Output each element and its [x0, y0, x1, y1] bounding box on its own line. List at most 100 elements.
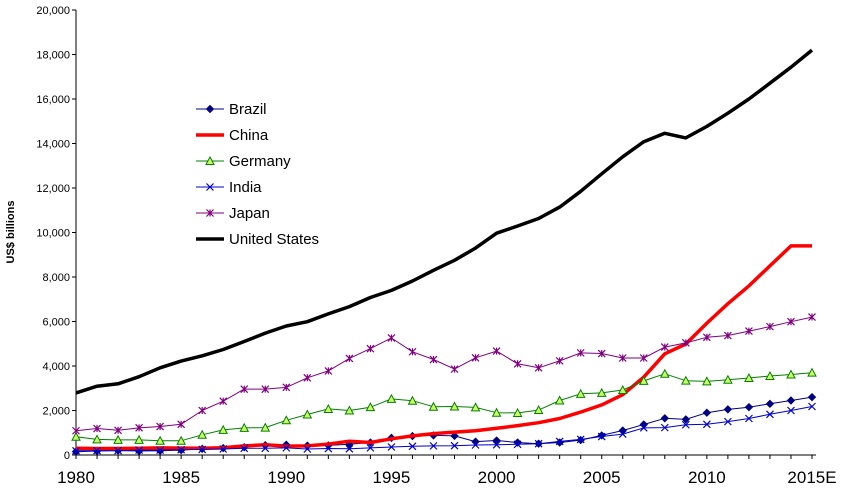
data-point-germany: [302, 409, 313, 419]
legend-entry-japan: Japan: [196, 205, 270, 222]
y-tick-label: 4,000: [42, 361, 70, 373]
series-layer: [71, 48, 817, 456]
data-point-brazil: [471, 437, 480, 446]
series-japan: [72, 313, 816, 435]
data-point-germany: [344, 405, 355, 415]
x-tick-label: 2005: [583, 468, 621, 487]
legend-entry-brazil: Brazil: [196, 101, 267, 118]
data-point-japan: [177, 420, 186, 429]
legend-label: Brazil: [229, 101, 267, 118]
data-point-brazil: [639, 420, 648, 429]
data-point-india: [261, 444, 270, 453]
data-point-india: [219, 445, 228, 453]
y-tick-label: 20,000: [36, 5, 70, 17]
data-point-germany: [786, 369, 796, 379]
data-point-germany: [407, 395, 418, 405]
data-point-japan: [93, 424, 101, 433]
data-point-india: [639, 423, 648, 432]
data-point-japan: [345, 354, 354, 363]
data-point-germany: [260, 422, 271, 432]
x-tick-label: 2010: [688, 468, 726, 487]
data-point-japan: [618, 354, 627, 362]
data-point-japan: [303, 373, 312, 382]
data-point-brazil: [807, 392, 817, 402]
data-point-germany: [702, 376, 712, 386]
data-point-japan: [766, 322, 774, 331]
data-point-japan: [576, 348, 585, 357]
data-point-germany: [71, 431, 81, 441]
data-point-germany: [155, 435, 165, 445]
data-point-india: [618, 430, 627, 439]
data-point-india: [72, 446, 80, 455]
data-point-brazil: [765, 399, 775, 409]
data-point-japan: [492, 347, 501, 356]
data-point-brazil: [744, 402, 754, 412]
data-point-india: [808, 402, 816, 411]
legend-label: Germany: [229, 153, 291, 170]
x-tick-label: 2015E: [787, 468, 836, 487]
data-point-japan: [787, 317, 795, 326]
data-point-germany: [113, 434, 123, 444]
data-point-india: [303, 445, 312, 453]
data-point-india: [597, 432, 606, 441]
data-point-japan: [219, 397, 228, 406]
data-point-brazil: [660, 414, 670, 423]
x-tick-label: 1980: [57, 468, 95, 487]
legend-entry-india: India: [196, 179, 262, 196]
series-line-germany: [75, 372, 813, 442]
series-china: [75, 244, 812, 451]
data-point-india: [324, 444, 333, 453]
legend-marker: [205, 155, 215, 165]
data-point-germany: [92, 434, 102, 444]
data-point-japan: [744, 327, 753, 335]
data-point-india: [93, 446, 101, 455]
data-point-germany: [239, 422, 250, 432]
series-germany: [71, 367, 817, 445]
data-point-india: [282, 443, 291, 452]
data-point-india: [534, 439, 543, 448]
legend-entry-united-states: United States: [196, 231, 319, 248]
data-point-germany: [323, 403, 334, 413]
data-point-germany: [386, 393, 397, 403]
legend-entry-germany: Germany: [196, 153, 291, 170]
data-point-brazil: [786, 396, 796, 405]
data-point-japan: [261, 385, 270, 394]
data-point-india: [114, 446, 122, 455]
data-point-india: [429, 441, 438, 450]
series-line-united-states: [75, 48, 814, 395]
data-point-japan: [198, 406, 207, 415]
data-point-india: [471, 441, 480, 449]
data-point-germany: [218, 424, 229, 434]
legend-entry-china: China: [196, 127, 269, 144]
data-point-germany: [491, 407, 502, 417]
data-point-germany: [428, 401, 439, 411]
data-point-germany: [512, 407, 523, 417]
data-point-japan: [555, 356, 564, 365]
data-point-brazil: [450, 431, 459, 441]
data-point-japan: [702, 333, 711, 342]
y-tick-label: 18,000: [36, 50, 70, 62]
data-point-japan: [135, 423, 144, 432]
y-tick-label: 16,000: [36, 94, 70, 106]
data-point-japan: [408, 347, 417, 356]
data-point-brazil: [681, 415, 691, 424]
data-point-germany: [617, 384, 628, 395]
data-point-germany: [659, 368, 670, 378]
data-point-india: [156, 446, 165, 455]
data-point-india: [492, 440, 501, 449]
legend-label: India: [229, 179, 262, 196]
series-united-states: [75, 48, 814, 395]
x-tick-label: 1995: [373, 468, 411, 487]
data-point-india: [555, 437, 564, 446]
legend: Brazil China Germany India Japan United State…: [196, 101, 319, 248]
data-point-india: [240, 444, 249, 453]
data-point-india: [135, 446, 144, 455]
data-point-japan: [723, 331, 732, 340]
data-point-india: [366, 443, 375, 452]
data-point-india: [198, 445, 207, 454]
data-point-japan: [513, 359, 522, 368]
data-point-japan: [450, 365, 459, 374]
data-point-india: [513, 440, 522, 449]
data-point-germany: [765, 370, 775, 381]
